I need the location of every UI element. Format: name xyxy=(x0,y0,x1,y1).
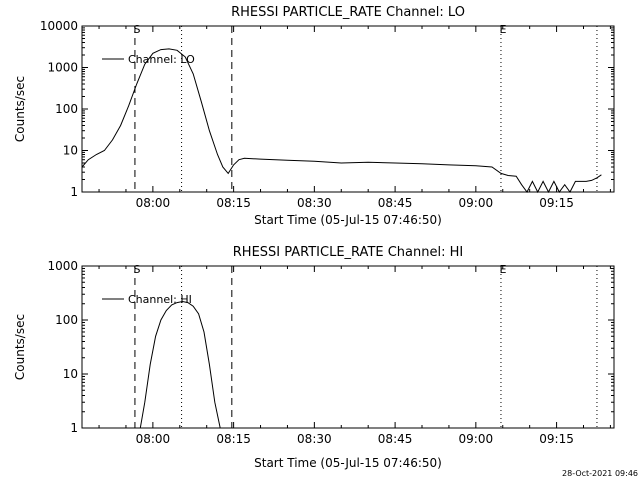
y-axis-label: Counts/sec xyxy=(13,76,27,142)
y-tick-label: 100 xyxy=(55,313,78,327)
x-tick-label: 09:00 xyxy=(459,432,494,446)
y-tick-label: 10 xyxy=(63,144,78,158)
x-tick-label: 08:00 xyxy=(136,196,171,210)
y-axis-label: Counts/sec xyxy=(13,314,27,380)
x-tick-label: 08:15 xyxy=(216,196,251,210)
y-tick-label: 1000 xyxy=(47,61,78,75)
data-line-Channel: HI xyxy=(139,300,221,429)
x-tick-label: 09:15 xyxy=(539,432,574,446)
y-tick-label: 100 xyxy=(55,102,78,116)
marker-label: E xyxy=(499,23,506,36)
x-axis-label: Start Time (05-Jul-15 07:46:50) xyxy=(254,213,442,227)
x-tick-label: 08:30 xyxy=(297,196,332,210)
x-tick-label: 09:15 xyxy=(539,196,574,210)
marker-label: S xyxy=(133,263,140,276)
y-tick-label: 10000 xyxy=(40,19,78,33)
data-line-Channel: LO xyxy=(81,48,602,194)
marker-label: S xyxy=(133,23,140,36)
x-axis-label: Start Time (05-Jul-15 07:46:50) xyxy=(254,456,442,470)
y-tick-label: 1 xyxy=(70,185,78,199)
plot-frame xyxy=(81,265,615,429)
x-tick-label: 08:30 xyxy=(297,432,332,446)
x-tick-label: 08:45 xyxy=(378,432,413,446)
x-tick-label: 08:15 xyxy=(216,432,251,446)
y-tick-label: 1 xyxy=(70,421,78,435)
x-tick-label: 08:00 xyxy=(136,432,171,446)
x-tick-label: 09:00 xyxy=(459,196,494,210)
plot-frame xyxy=(81,25,615,193)
marker-label: E xyxy=(499,263,506,276)
y-tick-label: 10 xyxy=(63,367,78,381)
legend-label: Channel: LO xyxy=(128,53,195,66)
footer-timestamp: 28-Oct-2021 09:46 xyxy=(562,469,638,478)
chart-title: RHESSI PARTICLE_RATE Channel: HI xyxy=(233,245,463,260)
legend-label: Channel: HI xyxy=(128,293,192,306)
x-tick-label: 08:45 xyxy=(378,196,413,210)
y-tick-label: 1000 xyxy=(47,259,78,273)
chart-title: RHESSI PARTICLE_RATE Channel: LO xyxy=(231,5,465,20)
